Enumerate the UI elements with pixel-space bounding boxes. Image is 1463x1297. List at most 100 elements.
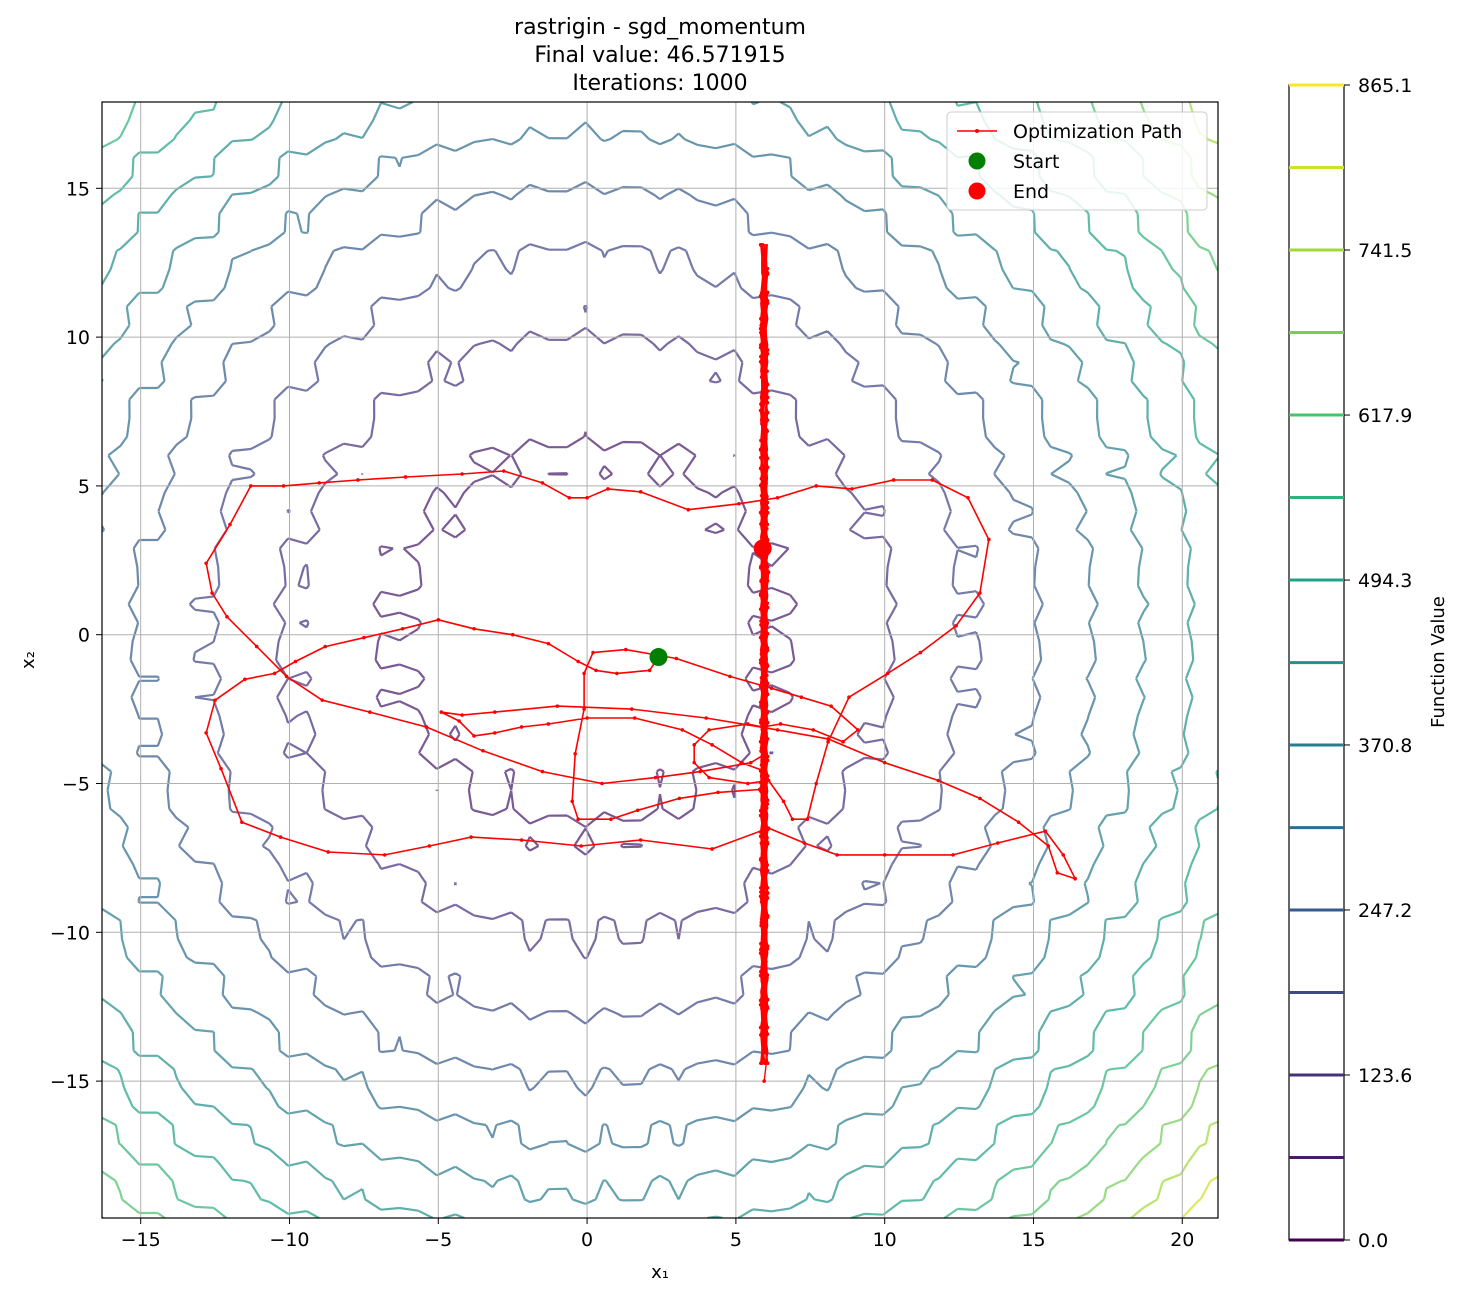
path-scan-point-738 — [759, 623, 763, 627]
path-scan-point-332 — [759, 619, 763, 623]
path-scan-point-600 — [765, 500, 769, 505]
path-scan-point-640 — [765, 1004, 769, 1009]
path-point-85 — [707, 728, 711, 732]
path-scan-point-722 — [765, 298, 769, 303]
path-scan-point-68 — [764, 786, 769, 790]
path-point-52 — [472, 734, 476, 738]
path-scan-point-588 — [764, 815, 768, 820]
path-point-113 — [567, 496, 572, 500]
path-scan-point-542 — [759, 476, 764, 481]
path-scan-point-606 — [761, 343, 766, 347]
path-point-124 — [210, 591, 214, 595]
path-scan-point-220 — [761, 718, 766, 722]
colorbar: 0.0 123.6 247.2 370.8 494.3 617.9 741.5 865.1 — [1288, 75, 1412, 1252]
colorbar-label: Function Value — [1428, 596, 1449, 728]
chart-title: rastrigin - sgd_momentum Final value: 46… — [514, 15, 806, 96]
path-scan-point-476 — [758, 700, 763, 705]
path-point-24 — [519, 838, 524, 842]
path-scan-point-584 — [762, 920, 767, 925]
optimization-path — [204, 243, 1077, 1083]
path-scan-point-724 — [760, 243, 764, 247]
y-tick-label-0: −15 — [50, 1071, 90, 1093]
path-point-93 — [805, 817, 810, 822]
path-point-59 — [710, 743, 714, 747]
path-scan-point-654 — [761, 607, 765, 611]
path-scan-point-746 — [759, 856, 763, 861]
path-point-6 — [510, 632, 515, 637]
path-point-92 — [790, 817, 795, 822]
path-scan-point-316 — [762, 323, 767, 328]
path-scan-point-440 — [763, 421, 768, 426]
path-scan-point-676 — [760, 510, 764, 515]
path-scan-point-614 — [764, 428, 769, 432]
path-scan-point-290 — [763, 1061, 767, 1066]
path-scan-point-616 — [759, 483, 763, 487]
path-scan-point-732 — [763, 447, 768, 452]
title-line-3: Iterations: 1000 — [572, 71, 747, 96]
path-point-82 — [778, 722, 783, 726]
path-point-121 — [249, 484, 253, 488]
path-point-41 — [936, 778, 941, 783]
path-point-134 — [653, 775, 658, 780]
path-scan-point-742 — [758, 739, 763, 744]
path-scan-point-574 — [765, 885, 770, 890]
path-scan-point-650 — [759, 720, 764, 725]
path-scan-point-680 — [761, 619, 766, 623]
path-point-46 — [629, 707, 634, 711]
path-scan-point-666 — [765, 266, 770, 271]
path-scan-point-334 — [764, 673, 769, 677]
path-scan-point-668 — [758, 293, 763, 298]
path-point-100 — [978, 591, 982, 595]
path-point-108 — [737, 501, 741, 506]
path-scan-point-0 — [762, 1079, 766, 1083]
contour-level-12 — [1181, 1175, 1218, 1218]
path-scan-point-530 — [764, 827, 769, 832]
path-point-112 — [585, 496, 589, 500]
colorbar-tick-label-7: 865.1 — [1358, 75, 1412, 97]
path-point-125 — [225, 615, 229, 619]
path-scan-point-718 — [765, 410, 770, 415]
path-point-17 — [219, 766, 223, 771]
y-tick-label-3: 0 — [78, 625, 90, 647]
path-scan-point-514 — [763, 862, 768, 867]
path-point-48 — [493, 710, 497, 714]
path-scan-point-628 — [760, 813, 765, 818]
colorbar-tick-label-1: 123.6 — [1358, 1065, 1412, 1087]
path-point-127 — [284, 674, 289, 679]
path-scan-point-748 — [764, 915, 769, 919]
y-tick-label-5: 10 — [66, 327, 90, 349]
path-scan-point-622 — [765, 648, 770, 653]
path-scan-point-684 — [763, 727, 768, 732]
path-scan-point-740 — [765, 681, 770, 686]
path-point-102 — [966, 496, 970, 500]
path-scan-point-590 — [759, 763, 764, 767]
path-point-57 — [632, 716, 637, 720]
path-point-43 — [826, 737, 830, 741]
path-point-123 — [204, 561, 208, 566]
path-scan-point-386 — [763, 506, 768, 510]
path-scan-point-744 — [765, 798, 770, 802]
path-point-99 — [954, 623, 958, 628]
path-point-74 — [674, 656, 679, 661]
path-scan-point-652 — [764, 664, 768, 668]
path-point-7 — [472, 626, 476, 631]
path-point-132 — [540, 769, 545, 774]
path-point-136 — [748, 760, 753, 765]
path-scan-point-578 — [764, 997, 769, 1002]
path-scan-point-624 — [759, 703, 763, 708]
path-scan-point-638 — [759, 1061, 764, 1066]
path-scan-point-690 — [759, 890, 763, 894]
path-scan-point-142 — [764, 321, 768, 325]
y-tick-label-2: −5 — [62, 774, 90, 796]
path-point-116 — [460, 472, 464, 476]
path-scan-point-626 — [764, 758, 769, 763]
path-scan-point-196 — [763, 418, 767, 423]
path-scan-point-96 — [761, 526, 766, 531]
path-scan-point-416 — [761, 786, 765, 790]
path-scan-point-428 — [758, 455, 763, 460]
path-scan-point-664 — [759, 323, 764, 328]
path-scan-point-338 — [763, 781, 768, 786]
path-scan-point-714 — [765, 522, 770, 527]
path-scan-point-24 — [762, 362, 767, 367]
